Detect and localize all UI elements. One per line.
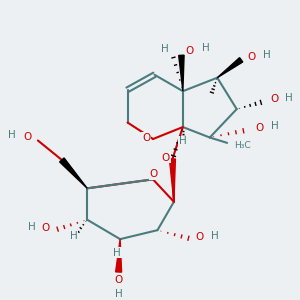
Text: H: H <box>211 231 219 241</box>
Text: O: O <box>149 169 158 179</box>
Text: H: H <box>70 231 78 241</box>
Text: H: H <box>263 50 270 60</box>
Text: H: H <box>179 136 187 146</box>
Text: O: O <box>186 46 194 56</box>
Text: H: H <box>115 289 122 299</box>
Text: O: O <box>270 94 278 104</box>
Text: H: H <box>271 122 279 131</box>
Text: H: H <box>113 248 121 258</box>
Text: H: H <box>8 130 16 140</box>
Text: O: O <box>115 275 123 285</box>
Text: H: H <box>285 93 293 103</box>
Text: O: O <box>162 152 170 163</box>
Polygon shape <box>116 239 122 272</box>
Text: O: O <box>23 132 32 142</box>
Text: H₃C: H₃C <box>235 141 251 150</box>
Polygon shape <box>60 158 87 188</box>
Text: H: H <box>161 44 169 54</box>
Polygon shape <box>179 55 184 91</box>
Polygon shape <box>169 159 175 202</box>
Text: O: O <box>195 232 203 242</box>
Text: O: O <box>248 52 256 62</box>
Polygon shape <box>217 58 243 78</box>
Text: O: O <box>256 123 264 133</box>
Text: O: O <box>142 133 151 142</box>
Text: O: O <box>42 223 50 233</box>
Text: H: H <box>28 222 35 232</box>
Text: H: H <box>202 43 210 53</box>
